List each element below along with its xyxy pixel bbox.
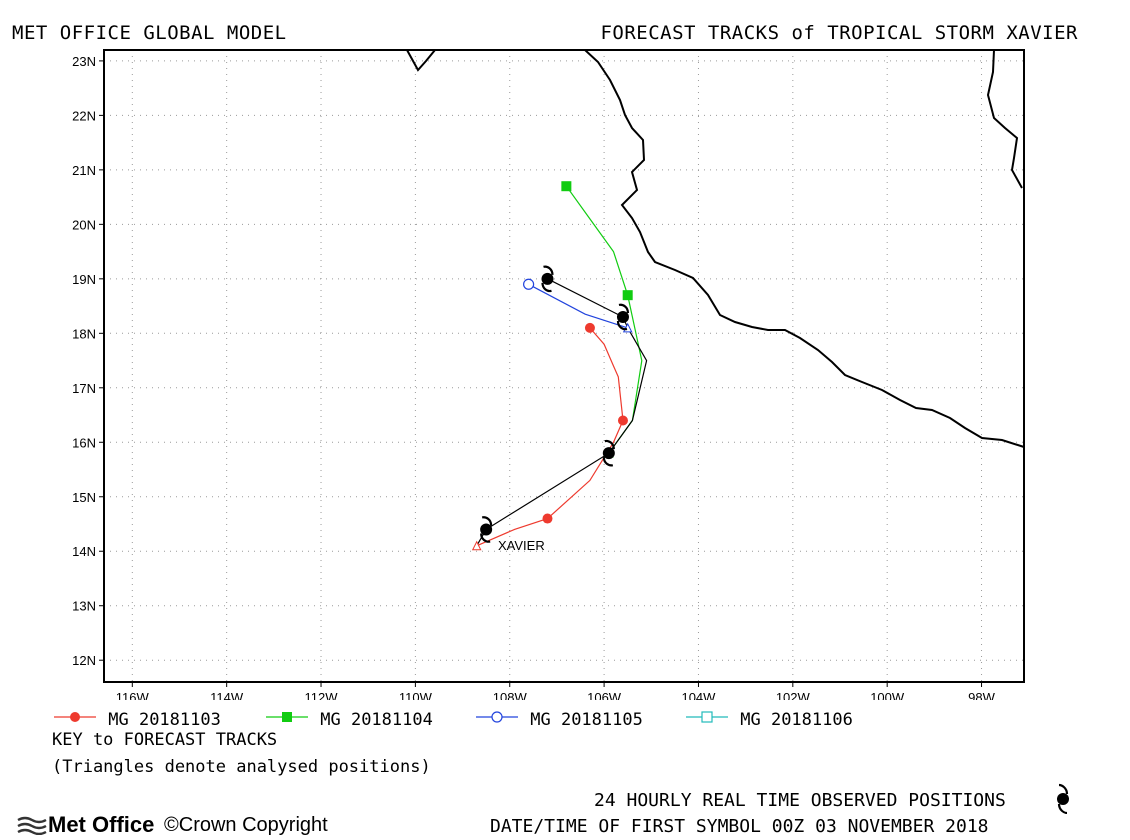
graticule-grid — [99, 50, 1024, 687]
forecast-point-marker — [584, 322, 595, 333]
lat-tick-label: 21N — [72, 163, 96, 178]
coastline-mexico-pacific — [584, 49, 1025, 448]
lat-tick-label: 23N — [72, 54, 96, 69]
header-right-title: FORECAST TRACKS of TROPICAL STORM XAVIER — [600, 22, 1078, 44]
met-office-logo-text: Met Office — [48, 812, 155, 837]
lat-tick-label: 17N — [72, 381, 96, 396]
forecast-point-marker — [542, 513, 553, 524]
met-office-logo: Met Office — [16, 812, 154, 838]
legend-swatch-filled-circle — [54, 712, 96, 722]
legend-item-run3: MG 20181105 — [474, 707, 643, 730]
legend-swatch-filled-square — [266, 712, 308, 722]
lat-tick-label: 16N — [72, 435, 96, 450]
key-title: KEY to FORECAST TRACKS — [52, 730, 278, 750]
observed-positions-label: 24 HOURLY REAL TIME OBSERVED POSITIONS — [594, 790, 1006, 811]
observed-position-hurricane-icon — [616, 303, 630, 331]
lat-tick-label: 13N — [72, 599, 96, 614]
lat-tick-label: 15N — [72, 490, 96, 505]
legend-label-run1: MG 20181103 — [108, 710, 221, 730]
hurricane-symbol-icon — [1057, 783, 1069, 814]
lat-tick-label: 22N — [72, 108, 96, 123]
track-markers — [471, 181, 633, 551]
coastline-gulf-coast — [986, 49, 1023, 189]
legend-swatch-open-circle — [476, 711, 518, 723]
lon-tick-label: 102W — [776, 690, 811, 700]
legend-swatch-open-square — [686, 711, 728, 723]
header-left-title: MET OFFICE GLOBAL MODEL — [12, 22, 287, 44]
track-line-3 — [528, 283, 628, 329]
lon-tick-label: 116W — [116, 690, 150, 700]
lon-tick-label: 114W — [210, 690, 244, 700]
lon-tick-label: 104W — [681, 690, 716, 700]
copyright-symbol-icon: © — [164, 814, 179, 836]
lat-tick-label: 20N — [72, 217, 96, 232]
legend-item-run4: MG 20181106 — [684, 707, 853, 730]
analysed-position-triangle — [622, 322, 633, 333]
track-map: 116W 114W 112W 110W 108W 106W 104W 102W 100W 98W 2… — [72, 49, 1025, 700]
forecast-point-marker — [561, 181, 572, 192]
first-symbol-datetime: DATE/TIME OF FIRST SYMBOL 00Z 03 NOVEMBE… — [490, 816, 989, 837]
coastline — [406, 49, 1025, 448]
legend-label-run2: MG 20181104 — [320, 710, 433, 730]
analysed-position-triangle — [471, 540, 482, 551]
forecast-point-marker — [622, 290, 633, 301]
storm-name-label: XAVIER — [498, 538, 545, 553]
legend-label-run3: MG 20181105 — [530, 710, 643, 730]
forecast-point-marker — [523, 278, 535, 290]
coastline-baja-tip — [406, 49, 436, 72]
lon-tick-label: 98W — [968, 690, 995, 700]
observed-position-hurricane-icon — [480, 516, 493, 543]
lon-tick-label: 110W — [399, 690, 433, 700]
observed-position-hurricane-icon — [541, 265, 554, 293]
copyright-text: Crown Copyright — [178, 814, 328, 836]
axis-labels: 116W 114W 112W 110W 108W 106W 104W 102W 100W 98W 2… — [72, 54, 995, 700]
lon-tick-label: 100W — [870, 690, 905, 700]
legend-item-run2: MG 20181104 — [264, 707, 433, 730]
map-frame — [103, 49, 1025, 683]
legend-label-run4: MG 20181106 — [740, 710, 853, 730]
forecast-point-marker — [617, 415, 628, 426]
forecast-tracks — [476, 185, 648, 547]
lon-tick-label: 106W — [587, 690, 622, 700]
key-note: (Triangles denote analysed positions) — [52, 757, 431, 777]
track-line-1 — [476, 327, 624, 547]
copyright-notice: ©Crown Copyright — [164, 814, 328, 837]
lat-tick-label: 14N — [72, 544, 96, 559]
lat-tick-label: 18N — [72, 326, 96, 341]
met-office-logo-icon — [17, 816, 47, 835]
lat-tick-label: 12N — [72, 653, 96, 668]
observed-position-hurricane-icon — [602, 439, 615, 467]
legend-item-run1: MG 20181103 — [52, 707, 221, 730]
lon-tick-label: 108W — [493, 690, 528, 700]
lat-tick-label: 19N — [72, 272, 96, 287]
lon-tick-label: 112W — [305, 690, 339, 700]
